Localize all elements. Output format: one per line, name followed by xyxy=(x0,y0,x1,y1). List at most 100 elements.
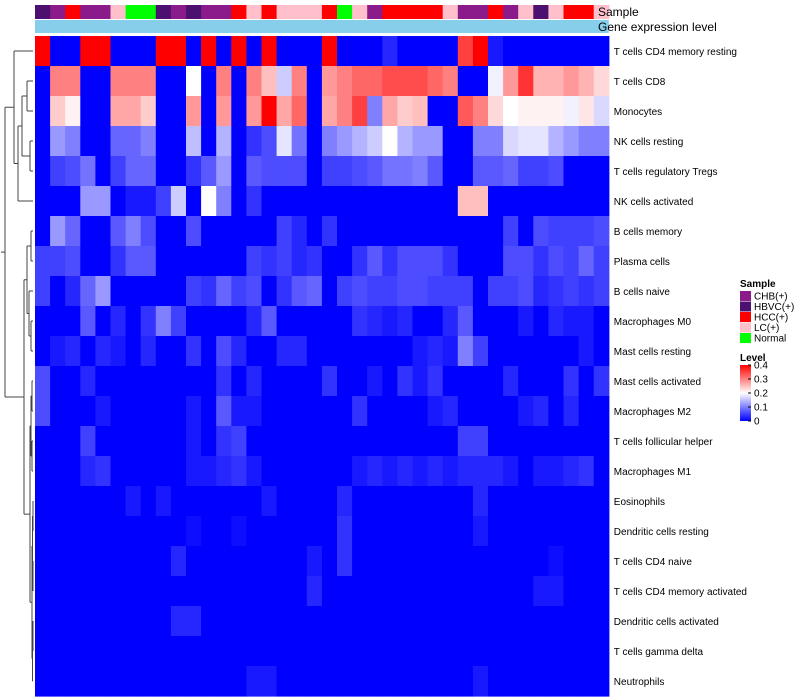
heatmap-cell xyxy=(548,486,565,517)
heatmap-cell xyxy=(548,666,565,697)
heatmap-cell xyxy=(352,336,368,367)
heatmap-cell xyxy=(65,516,81,547)
heatmap-cell xyxy=(261,96,278,127)
heatmap-cell xyxy=(321,606,338,637)
heatmap-cell xyxy=(457,666,474,697)
heatmap-cell xyxy=(518,156,534,187)
sample-annotation-cell xyxy=(352,5,368,19)
heatmap-cell xyxy=(412,336,429,367)
heatmap-cell xyxy=(201,186,217,217)
heatmap-cell xyxy=(382,606,398,637)
heatmap-cell xyxy=(427,66,444,97)
heatmap-cell xyxy=(201,66,217,97)
heatmap-cell xyxy=(412,246,429,277)
heatmap-cell xyxy=(155,636,172,667)
sample-annotation-cell xyxy=(80,5,96,19)
heatmap-cell xyxy=(231,66,247,97)
heatmap-cell xyxy=(442,486,459,517)
heatmap-cell xyxy=(50,366,66,397)
heatmap-cell xyxy=(95,486,112,517)
heatmap-cell xyxy=(321,456,338,487)
heatmap-cell xyxy=(472,576,489,607)
heatmap-cell xyxy=(503,66,519,97)
heatmap-cell xyxy=(125,516,142,547)
heatmap-cell xyxy=(578,486,595,517)
heatmap-cell xyxy=(412,366,429,397)
heatmap-cell xyxy=(80,366,96,397)
heatmap-cell xyxy=(321,96,338,127)
heatmap-cell xyxy=(140,186,157,217)
heatmap-cell xyxy=(140,486,157,517)
heatmap-cell xyxy=(276,36,293,67)
row-label: T cells CD8 xyxy=(614,77,666,88)
row-label: T cells CD4 memory resting xyxy=(614,47,737,58)
heatmap-cell xyxy=(155,366,172,397)
heatmap-cell xyxy=(442,186,459,217)
sample-annotation-label: Sample xyxy=(598,5,639,19)
heatmap-cell xyxy=(306,546,323,577)
heatmap-cell xyxy=(201,156,217,187)
heatmap-cell xyxy=(246,246,263,277)
heatmap-cell xyxy=(533,36,549,67)
heatmap-cell xyxy=(231,456,247,487)
heatmap-cell xyxy=(306,336,323,367)
heatmap-cell xyxy=(35,126,51,157)
heatmap-cell xyxy=(216,306,232,337)
heatmap-cell xyxy=(442,36,459,67)
heatmap-cell xyxy=(442,456,459,487)
heatmap-cell xyxy=(427,246,444,277)
heatmap-cell xyxy=(352,66,368,97)
heatmap-cell xyxy=(65,546,81,577)
heatmap-cell xyxy=(35,606,51,637)
heatmap-cell xyxy=(306,276,323,307)
heatmap-cell xyxy=(80,36,96,67)
heatmap-cell xyxy=(125,456,142,487)
heatmap-cell xyxy=(125,276,142,307)
heatmap-cell xyxy=(261,606,278,637)
heatmap-cell xyxy=(518,126,534,157)
sample-annotation-cell xyxy=(442,5,459,19)
legend-swatch xyxy=(740,312,751,322)
heatmap-cell xyxy=(231,486,247,517)
heatmap-cell xyxy=(276,606,293,637)
heatmap-cell xyxy=(231,636,247,667)
heatmap-cell xyxy=(518,36,534,67)
row-label: Mast cells resting xyxy=(614,347,691,358)
sample-annotation-cell xyxy=(367,5,383,19)
heatmap-cell xyxy=(35,366,51,397)
row-label: Macrophages M2 xyxy=(614,407,692,418)
heatmap-cell xyxy=(201,546,217,577)
heatmap-cell xyxy=(201,246,217,277)
heatmap-cell xyxy=(518,306,534,337)
heatmap-cell xyxy=(276,96,293,127)
heatmap-cell xyxy=(35,396,51,427)
heatmap-cell xyxy=(276,576,293,607)
heatmap-cell xyxy=(50,396,66,427)
heatmap-cell xyxy=(548,636,565,667)
heatmap-cell xyxy=(548,606,565,637)
heatmap-cell xyxy=(442,96,459,127)
heatmap-cell xyxy=(593,336,610,367)
heatmap-cell xyxy=(518,216,534,247)
heatmap-cell xyxy=(412,36,429,67)
heatmap-cell xyxy=(110,156,127,187)
heatmap-cell xyxy=(503,486,519,517)
heatmap-cell xyxy=(367,486,383,517)
heatmap-cell xyxy=(397,366,414,397)
heatmap-cell xyxy=(457,516,474,547)
heatmap-cell xyxy=(306,126,323,157)
sample-annotation-cell xyxy=(472,5,489,19)
heatmap-cell xyxy=(80,216,96,247)
heatmap-cell xyxy=(125,66,142,97)
legend-swatch xyxy=(740,291,751,301)
heatmap-cell xyxy=(533,126,549,157)
heatmap-cell xyxy=(503,426,519,457)
heatmap-cell xyxy=(578,276,595,307)
heatmap-cell xyxy=(95,276,112,307)
heatmap-cell xyxy=(518,606,534,637)
heatmap-cell xyxy=(50,216,66,247)
heatmap-cell xyxy=(367,426,383,457)
heatmap-cell xyxy=(367,636,383,667)
heatmap-cell xyxy=(503,306,519,337)
heatmap-cell xyxy=(80,276,96,307)
